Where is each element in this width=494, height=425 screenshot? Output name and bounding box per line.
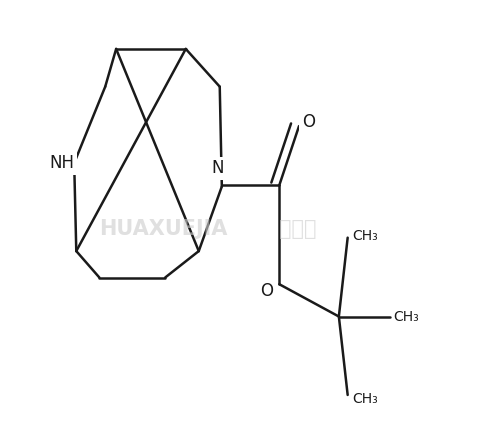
Text: HUAXUEJIA: HUAXUEJIA <box>99 219 227 239</box>
Text: O: O <box>302 113 315 131</box>
Text: N: N <box>212 159 224 178</box>
Text: CH₃: CH₃ <box>353 229 378 243</box>
Text: CH₃: CH₃ <box>353 392 378 406</box>
Text: 化学加: 化学加 <box>279 219 316 239</box>
Text: CH₃: CH₃ <box>393 309 419 323</box>
Text: O: O <box>260 281 273 300</box>
Text: NH: NH <box>49 154 74 172</box>
